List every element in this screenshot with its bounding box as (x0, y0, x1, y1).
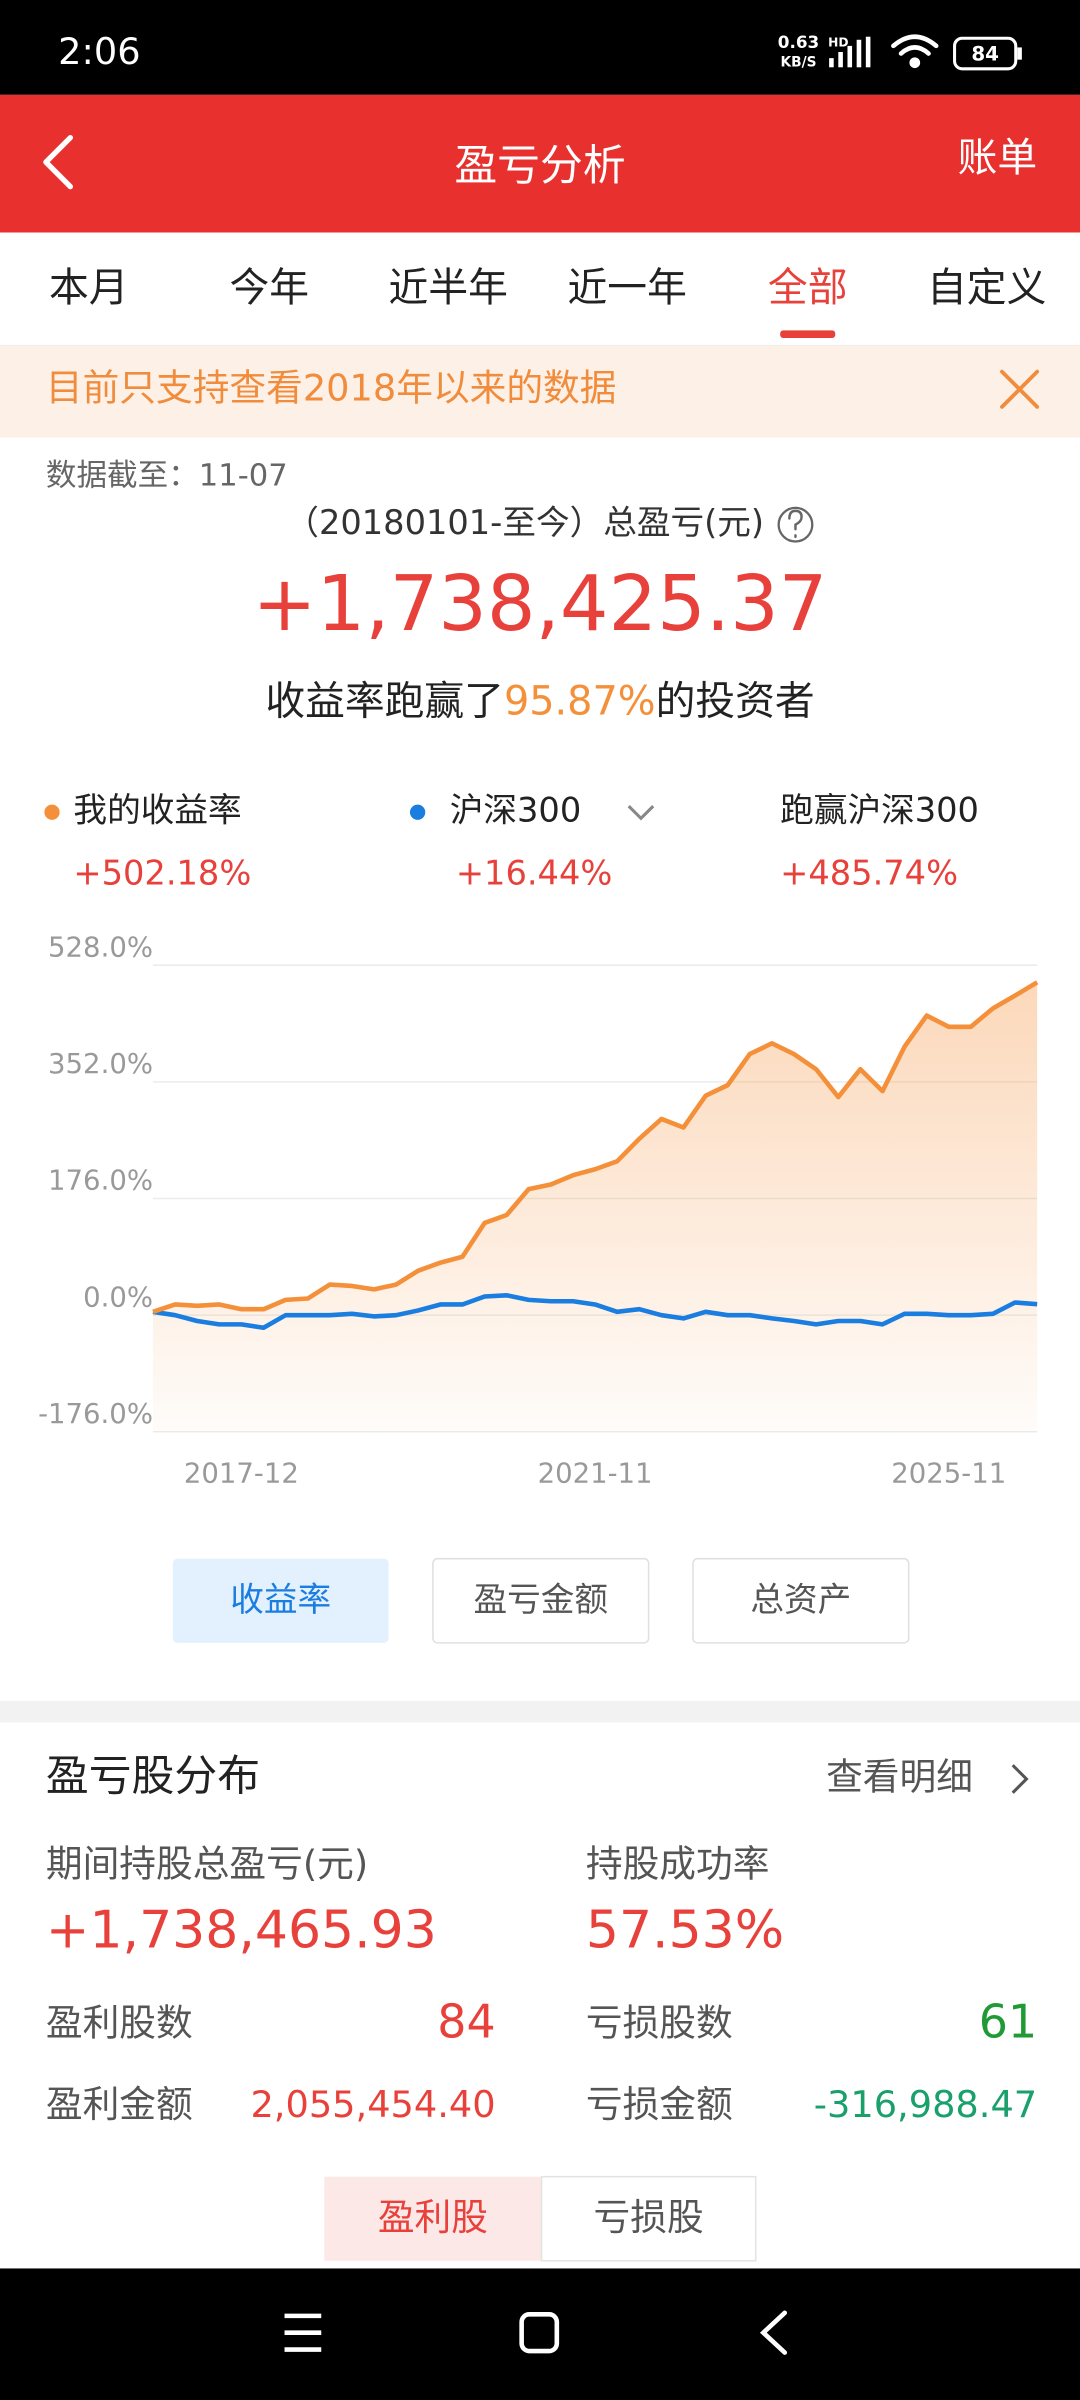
section-title: 盈亏股分布 (46, 1751, 260, 1801)
y-tick-label: 176.0% (48, 1165, 153, 1197)
line-chart: -176.0% 0.0% 176.0% 352.0% 528.0% 2017-12 2021… (38, 931, 1039, 1490)
toggle-button[interactable]: 亏损股 (594, 2196, 704, 2239)
chart-button[interactable]: 收益率 (230, 1580, 331, 1619)
notice-bar (0, 345, 1080, 438)
series-line (152, 980, 1039, 1314)
nav-back[interactable] (759, 2310, 788, 2355)
x-tick-label: 2021-11 (538, 1458, 653, 1490)
total-profit: +1,738,425.37 (253, 560, 828, 649)
detail-chevron[interactable] (1011, 1764, 1029, 1794)
tab[interactable]: 自定义 (927, 265, 1046, 311)
battery-level: 84 (971, 43, 999, 66)
detail-link[interactable]: 查看明细 (826, 1755, 973, 1798)
tab[interactable]: 本月 (49, 265, 129, 311)
x-tick-label: 2017-12 (184, 1458, 299, 1490)
toggle-bg[interactable] (540, 2175, 757, 2262)
legend-value: +16.44% (456, 853, 612, 892)
tab[interactable]: 近半年 (389, 265, 508, 311)
legend-dot (44, 804, 60, 820)
stat-label: 盈利金额 (46, 2083, 193, 2126)
battery-icon (953, 36, 1018, 71)
chart-button[interactable]: 盈亏金额 (473, 1580, 608, 1619)
tab[interactable]: 全部 (768, 265, 848, 311)
toggle-active-bg[interactable] (324, 2176, 542, 2261)
battery-tip (1017, 47, 1022, 60)
header (0, 94, 1080, 233)
stat-value: 2,055,454.40 (250, 2083, 495, 2126)
time: 2:06 (58, 30, 140, 73)
legend-value: +502.18% (73, 853, 251, 892)
beat-line: 收益率跑赢了95.87%的投资者 (265, 678, 814, 724)
legend-name: 我的收益率 (73, 791, 241, 830)
back-button[interactable] (43, 134, 74, 190)
legend-dot (409, 804, 426, 820)
beat-suffix: 的投资者 (656, 678, 815, 724)
network-type: HD (828, 35, 848, 49)
button-bg[interactable] (692, 1557, 910, 1644)
notice-close[interactable] (1000, 369, 1040, 409)
net-speed-unit: KB/S (780, 55, 816, 71)
stat-value: 61 (979, 1995, 1037, 2049)
toggle-button[interactable]: 盈利股 (378, 2196, 488, 2239)
section-gap (0, 1700, 1080, 1723)
beat-pct: 95.87% (504, 678, 656, 724)
y-tick-label: 0.0% (83, 1281, 153, 1313)
stat-label: 亏损金额 (586, 2083, 733, 2126)
series-line (152, 1293, 1038, 1331)
stat-label: 期间持股总盈亏(元) (46, 1843, 368, 1886)
stat-label: 亏损股数 (586, 2002, 733, 2045)
nav-menu[interactable] (284, 2313, 322, 2352)
tab[interactable]: 近一年 (568, 265, 687, 311)
beat-prefix: 收益率跑赢了 (265, 678, 504, 724)
button-bg[interactable] (172, 1558, 389, 1643)
period-tabs: 本月 今年 近半年 近一年 全部 自定义 (49, 265, 1046, 339)
benchmark-dropdown[interactable] (627, 805, 655, 821)
signal-icon (829, 36, 871, 68)
wifi-icon (891, 34, 939, 69)
total-label: （20180101-至今）总盈亏(元) (285, 503, 764, 542)
nav-bar (0, 2268, 1080, 2400)
chart-button[interactable]: 总资产 (750, 1580, 851, 1619)
help-icon[interactable] (777, 506, 814, 543)
tab-indicator (780, 330, 836, 339)
x-tick-label: 2025-11 (891, 1458, 1006, 1490)
y-tick-label: 528.0% (48, 931, 153, 963)
y-tick-label: -176.0% (38, 1398, 153, 1430)
stat-label: 持股成功率 (586, 1843, 770, 1886)
excess-value: +485.74% (780, 853, 958, 892)
stat-label: 盈利股数 (46, 2002, 193, 2045)
stat-value: -316,988.47 (814, 2083, 1037, 2126)
notice-text: 目前只支持查看2018年以来的数据 (46, 367, 617, 410)
page-title: 盈亏分析 (454, 141, 625, 191)
y-tick-label: 352.0% (48, 1048, 153, 1080)
stat-value: 84 (437, 1995, 495, 2049)
button-bg[interactable] (432, 1557, 650, 1644)
as-of-date: 数据截至：11-07 (46, 459, 288, 494)
excess-name: 跑赢沪深300 (780, 791, 979, 830)
legend-name[interactable]: 沪深300 (450, 791, 582, 830)
tab[interactable]: 今年 (229, 265, 309, 311)
stat-value: +1,738,465.93 (46, 1900, 437, 1960)
bill-button[interactable]: 账单 (958, 135, 1038, 181)
stat-value: 57.53% (586, 1900, 784, 1960)
area-fill (152, 982, 1038, 1432)
net-speed: 0.63 (778, 32, 819, 52)
chart-buttons: 收益率 盈亏金额 总资产 (172, 1557, 910, 1644)
nav-home[interactable] (519, 2312, 560, 2354)
status-bar (0, 0, 1080, 95)
